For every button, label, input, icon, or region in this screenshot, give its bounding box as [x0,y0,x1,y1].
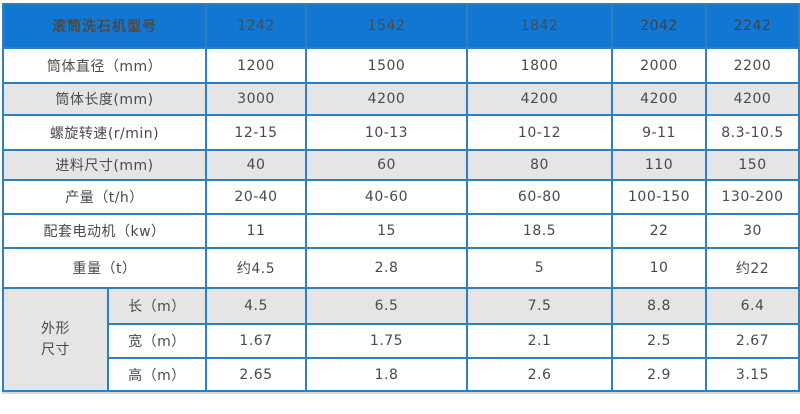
spec-value-cell: 80 [466,149,613,181]
spec-value-cell: 110 [611,149,707,181]
spec-value-cell: 2.9 [611,357,707,392]
spec-value-cell: 10 [611,247,707,289]
spec-value-cell: 约4.5 [205,247,307,289]
header-row: 滚筒洗石机型号 1242 1542 1842 2042 2242 [2,3,800,49]
model-header-1242: 1242 [205,3,307,49]
spec-value-cell: 8.3-10.5 [705,114,800,151]
spec-value-cell: 1.75 [305,323,468,359]
spec-row-label: 筒体直径（mm） [2,47,207,84]
spec-row-label: 产量（t/h） [2,179,207,215]
table-row-speed: 螺旋转速(r/min) 12-15 10-13 10-12 9-11 8.3-1… [2,114,800,151]
spec-value-cell: 4200 [305,82,468,116]
spec-value-cell: 4.5 [205,287,307,325]
dim-row-label: 长（m） [107,287,207,325]
spec-value-cell: 150 [705,149,800,181]
spec-value-cell: 2.1 [466,323,613,359]
spec-value-cell: 22 [611,213,707,249]
model-header-1842: 1842 [466,3,613,49]
table-row-motor: 配套电动机（kw） 11 15 18.5 22 30 [2,213,800,249]
spec-value-cell: 10-12 [466,114,613,151]
spec-table-wrapper: 滚筒洗石机型号 1242 1542 1842 2042 2242 筒体直径（mm… [2,3,800,394]
spec-value-cell: 40-60 [305,179,468,215]
dim-row-label: 高（m） [107,357,207,392]
table-row-dim-length: 外形 尺寸 长（m） 4.5 6.5 7.5 8.8 6.4 [2,287,800,392]
spec-value-cell: 1800 [466,47,613,84]
spec-value-cell: 2.5 [611,323,707,359]
spec-value-cell: 1500 [305,47,468,84]
spec-value-cell: 2000 [611,47,707,84]
spec-value-cell: 60-80 [466,179,613,215]
spec-value-cell: 100-150 [611,179,707,215]
spec-value-cell: 2200 [705,47,800,84]
spec-value-cell: 20-40 [205,179,307,215]
spec-value-cell: 4200 [705,82,800,116]
spec-row-label: 进料尺寸(mm) [2,149,207,181]
spec-value-cell: 1.8 [305,357,468,392]
spec-value-cell: 15 [305,213,468,249]
spec-value-cell: 40 [205,149,307,181]
spec-row-label: 重量（t） [2,247,207,289]
spec-value-cell: 30 [705,213,800,249]
table-row-length: 筒体长度(mm) 3000 4200 4200 4200 4200 [2,82,800,116]
spec-value-cell: 4200 [466,82,613,116]
spec-value-cell: 130-200 [705,179,800,215]
drum-washer-spec-table: 滚筒洗石机型号 1242 1542 1842 2042 2242 筒体直径（mm… [2,3,800,392]
model-header-1542: 1542 [305,3,468,49]
spec-value-cell: 3000 [205,82,307,116]
spec-value-cell: 9-11 [611,114,707,151]
table-row-weight: 重量（t） 约4.5 2.8 5 10 约22 [2,247,800,289]
spec-value-cell: 2.6 [466,357,613,392]
spec-value-cell: 6.5 [305,287,468,325]
dimension-group-label: 外形 尺寸 [2,287,109,392]
table-row-capacity: 产量（t/h） 20-40 40-60 60-80 100-150 130-20… [2,179,800,215]
spec-row-label: 螺旋转速(r/min) [2,114,207,151]
spec-value-cell: 2.67 [705,323,800,359]
spec-value-cell: 11 [205,213,307,249]
spec-value-cell: 3.15 [705,357,800,392]
spec-value-cell: 1.67 [205,323,307,359]
spec-value-cell: 1200 [205,47,307,84]
spec-row-label: 配套电动机（kw） [2,213,207,249]
spec-value-cell: 4200 [611,82,707,116]
dimension-label-line1: 外形 [41,321,70,338]
dim-row-label: 宽（m） [107,323,207,359]
table-title: 滚筒洗石机型号 [2,3,207,49]
spec-value-cell: 6.4 [705,287,800,325]
spec-value-cell: 5 [466,247,613,289]
table-row-feed-size: 进料尺寸(mm) 40 60 80 110 150 [2,149,800,181]
spec-value-cell: 60 [305,149,468,181]
spec-value-cell: 10-13 [305,114,468,151]
dimension-label-line2: 尺寸 [41,341,70,358]
table-row-dim-width: 宽（m） 1.67 1.75 2.1 2.5 2.67 [3,323,800,359]
table-row-dim-height: 高（m） 2.65 1.8 2.6 2.9 3.15 [3,357,800,392]
spec-value-cell: 18.5 [466,213,613,249]
spec-value-cell: 7.5 [466,287,613,325]
spec-row-label: 筒体长度(mm) [2,82,207,116]
spec-value-cell: 12-15 [205,114,307,151]
spec-value-cell: 2.65 [205,357,307,392]
model-header-2242: 2242 [705,3,800,49]
spec-value-cell: 8.8 [611,287,707,325]
spec-value-cell: 约22 [705,247,800,289]
spec-value-cell: 2.8 [305,247,468,289]
model-header-2042: 2042 [611,3,707,49]
table-row-diameter: 筒体直径（mm） 1200 1500 1800 2000 2200 [2,47,800,84]
